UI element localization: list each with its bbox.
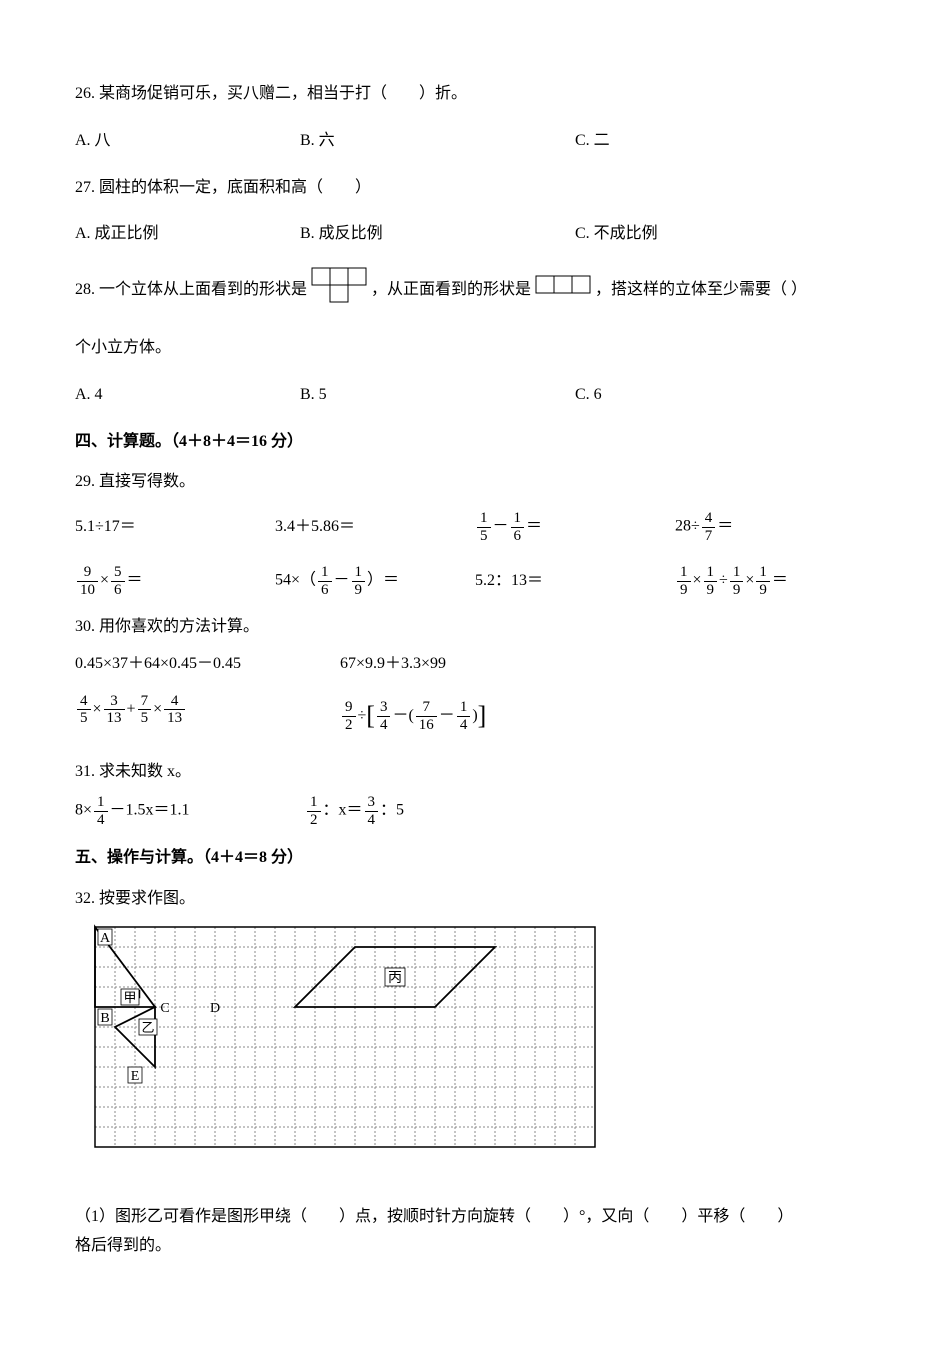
question-27: 27. 圆柱的体积一定，底面积和高（ ）: [75, 174, 875, 203]
q27-text: 27. 圆柱的体积一定，底面积和高（ ）: [75, 174, 875, 203]
q28-part4: 个小立方体。: [75, 334, 875, 363]
q28-part3: ，搭这样的立体至少需要（ ）: [595, 281, 807, 298]
q29-r1c3: 15－16＝: [475, 510, 675, 544]
q27-option-c: C. 不成比例: [575, 220, 875, 249]
svg-text:A: A: [100, 931, 111, 946]
question-28: 28. 一个立体从上面看到的形状是 ，从正面看到的形状是 ，搭这样的立体至少需要…: [75, 267, 875, 363]
q29-r1c2: 3.4＋5.86＝: [275, 513, 475, 542]
q26-options: A. 八 B. 六 C. 二: [75, 127, 875, 156]
q27-option-a: A. 成正比例: [75, 220, 300, 249]
q28-shape-front-icon: [535, 267, 591, 314]
q32-grid-figure: ABCDE甲乙丙甲乙: [90, 922, 875, 1163]
q32-sub1: （1）图形乙可看作是图形甲绕（ ）点，按顺时针方向旋转（ ）°，又向（ ）平移（…: [75, 1203, 875, 1232]
q26-option-a: A. 八: [75, 127, 300, 156]
q32-sub1b: 格后得到的。: [75, 1232, 875, 1261]
q30-r2c2: 92÷[34－(716－14)]: [340, 693, 875, 740]
q30-row1: 0.45×37＋64×0.45－0.45 67×9.9＋3.3×99: [75, 650, 875, 679]
q26-option-c: C. 二: [575, 127, 875, 156]
q31-eq1: 8×14－1.5x＝1.1: [75, 794, 305, 828]
q30-text: 30. 用你喜欢的方法计算。: [75, 613, 875, 642]
q26-option-b: B. 六: [300, 127, 575, 156]
q31-eq2: 12：x＝34：5: [305, 794, 875, 828]
q30-r2c1: 45×313+75×413: [75, 693, 340, 740]
q29-r2c3: 5.2：13＝: [475, 567, 675, 596]
svg-text:C: C: [160, 1001, 169, 1016]
q28-option-b: B. 5: [300, 381, 575, 410]
section-5-header: 五、操作与计算。（4＋4＝8 分）: [75, 844, 875, 873]
q31-row: 8×14－1.5x＝1.1 12：x＝34：5: [75, 794, 875, 828]
q28-option-a: A. 4: [75, 381, 300, 410]
q31-text: 31. 求未知数 x。: [75, 758, 875, 787]
svg-text:B: B: [100, 1011, 109, 1026]
q26-text: 26. 某商场促销可乐，买八赠二，相当于打（ ）折。: [75, 80, 875, 109]
q29-r2c4: 19×19÷19×19＝: [675, 564, 875, 598]
q29-row2: 910×56＝ 54×（16－19）＝ 5.2：13＝ 19×19÷19×19＝: [75, 559, 875, 603]
q28-part2: ，从正面看到的形状是: [371, 281, 531, 298]
q29-row1: 5.1÷17＝ 3.4＋5.86＝ 15－16＝ 28÷47＝: [75, 505, 875, 549]
svg-text:乙: 乙: [141, 1020, 154, 1035]
q32-text: 32. 按要求作图。: [75, 885, 875, 914]
q29-r1c1: 5.1÷17＝: [75, 513, 275, 542]
q30-r1c1: 0.45×37＋64×0.45－0.45: [75, 650, 340, 679]
svg-text:丙: 丙: [388, 971, 402, 986]
svg-text:E: E: [131, 1069, 140, 1084]
q27-options: A. 成正比例 B. 成反比例 C. 不成比例: [75, 220, 875, 249]
svg-text:D: D: [210, 1001, 220, 1016]
q28-options: A. 4 B. 5 C. 6: [75, 381, 875, 410]
svg-text:甲: 甲: [123, 990, 136, 1005]
q29-r1c4: 28÷47＝: [675, 510, 875, 544]
q28-line1: 28. 一个立体从上面看到的形状是 ，从正面看到的形状是 ，搭这样的立体至少需要…: [75, 267, 875, 314]
q28-part1: 28. 一个立体从上面看到的形状是: [75, 281, 307, 298]
question-26: 26. 某商场促销可乐，买八赠二，相当于打（ ）折。: [75, 80, 875, 109]
q27-option-b: B. 成反比例: [300, 220, 575, 249]
section-4-header: 四、计算题。（4＋8＋4＝16 分）: [75, 428, 875, 457]
q29-r2c1: 910×56＝: [75, 564, 275, 598]
q28-option-c: C. 6: [575, 381, 875, 410]
q29-r2c2: 54×（16－19）＝: [275, 564, 475, 598]
q29-text: 29. 直接写得数。: [75, 468, 875, 497]
q30-row2: 45×313+75×413 92÷[34－(716－14)]: [75, 693, 875, 740]
q30-r1c2: 67×9.9＋3.3×99: [340, 650, 875, 679]
q28-shape-top-icon: [311, 267, 367, 314]
